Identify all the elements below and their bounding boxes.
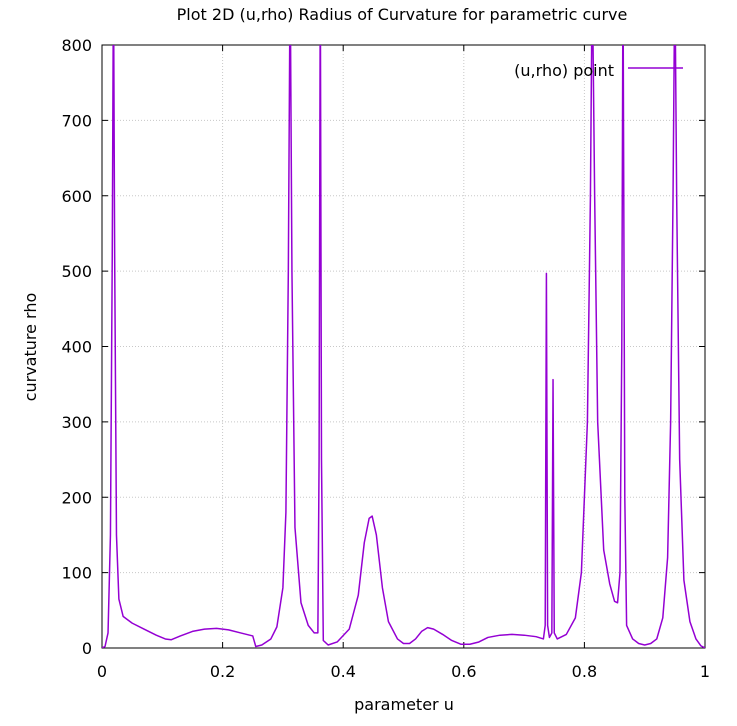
x-tick-label: 0.2 xyxy=(210,662,235,681)
x-axis-ticks: 0 0.2 0.4 0.6 0.8 1 xyxy=(97,45,710,681)
y-axis-label: curvature rho xyxy=(21,293,40,402)
legend-label: (u,rho) point xyxy=(514,61,614,80)
y-tick-label: 400 xyxy=(61,338,92,357)
y-tick-label: 500 xyxy=(61,262,92,281)
y-tick-label: 300 xyxy=(61,413,92,432)
y-tick-label: 0 xyxy=(82,639,92,658)
series-line xyxy=(102,45,705,648)
grid xyxy=(102,45,705,648)
y-tick-label: 100 xyxy=(61,564,92,583)
y-tick-label: 800 xyxy=(61,36,92,55)
y-tick-label: 700 xyxy=(61,111,92,130)
y-tick-label: 600 xyxy=(61,187,92,206)
series-layer xyxy=(102,45,705,648)
x-tick-label: 0.8 xyxy=(572,662,597,681)
x-tick-label: 0.4 xyxy=(330,662,355,681)
x-axis-label: parameter u xyxy=(354,695,454,714)
y-axis-ticks: 0 100 200 300 400 500 600 700 800 xyxy=(61,36,705,658)
y-tick-label: 200 xyxy=(61,488,92,507)
legend: (u,rho) point xyxy=(514,61,683,80)
x-tick-label: 0 xyxy=(97,662,107,681)
x-tick-label: 0.6 xyxy=(451,662,476,681)
x-tick-label: 1 xyxy=(700,662,710,681)
chart-title: Plot 2D (u,rho) Radius of Curvature for … xyxy=(177,5,628,24)
